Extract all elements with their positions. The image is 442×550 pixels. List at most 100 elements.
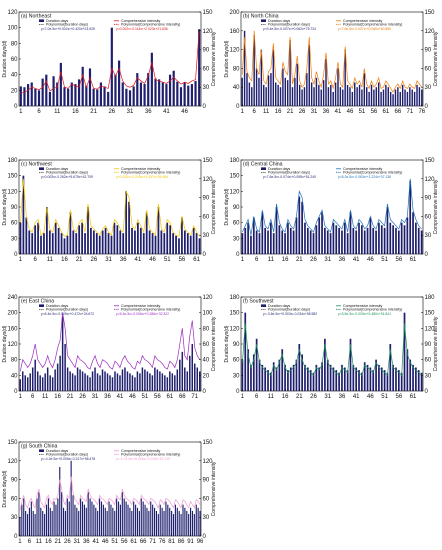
- x-tick-label: 16: [45, 539, 52, 545]
- bar: [329, 233, 332, 254]
- bar: [99, 375, 101, 391]
- y-right-tick-label: 120: [203, 29, 214, 35]
- y-right-tick-label: 150: [425, 10, 436, 16]
- bar: [270, 372, 272, 391]
- bar: [34, 514, 36, 536]
- bar: [19, 517, 21, 536]
- bar: [104, 507, 106, 536]
- bar: [394, 89, 397, 106]
- bar: [358, 222, 360, 254]
- bar: [98, 235, 101, 254]
- bar: [161, 82, 164, 106]
- duration-equation: y=0.003x³-0.262x²+5.675x+42.709: [41, 175, 93, 179]
- bar: [409, 87, 411, 106]
- bar: [194, 363, 196, 391]
- bar: [119, 375, 121, 391]
- x-tick-label: 31: [105, 257, 112, 263]
- bar: [243, 30, 246, 106]
- bar: [335, 225, 338, 254]
- legend-intensity: Comprehensive intensity: [343, 167, 383, 171]
- bar: [140, 498, 142, 536]
- bar: [70, 82, 73, 106]
- bar: [161, 373, 164, 391]
- bar: [250, 364, 252, 391]
- bar: [54, 222, 57, 254]
- bar: [72, 230, 75, 254]
- y-right-tick-label: 150: [203, 158, 214, 164]
- y-tick-label: 80: [233, 66, 240, 72]
- bar: [96, 373, 99, 391]
- y-tick-label: 60: [233, 221, 240, 227]
- bar: [64, 344, 66, 391]
- bar: [100, 501, 103, 536]
- bar: [49, 507, 51, 536]
- bar: [241, 233, 244, 254]
- intensity-equation: y=3.5e-5x³-0.003x²+0.480x+51.841: [338, 312, 391, 316]
- bar: [146, 371, 149, 391]
- bar: [171, 510, 173, 536]
- x-tick-label: 21: [287, 109, 294, 115]
- bar: [389, 91, 392, 106]
- bar: [66, 235, 69, 254]
- x-tick-label: 26: [64, 539, 71, 545]
- legend-duration-trend: Polynomial(Duration days): [268, 171, 310, 175]
- bar: [179, 87, 183, 106]
- bar: [382, 89, 385, 106]
- y-right-tick-label: 0: [203, 534, 207, 540]
- bar: [389, 344, 392, 391]
- bar: [71, 373, 74, 391]
- bar: [301, 201, 303, 254]
- plot-frame: [240, 11, 424, 107]
- bar: [321, 212, 323, 254]
- bar: [255, 230, 258, 254]
- bar: [289, 367, 292, 391]
- intensity-line: [241, 30, 423, 93]
- y-right-tick-label: 90: [425, 342, 432, 348]
- bar: [318, 217, 321, 254]
- bar: [292, 230, 295, 254]
- y-tick-label: 150: [229, 174, 240, 180]
- y-right-tick-label: 120: [203, 177, 214, 183]
- legend-bar-swatch: [39, 449, 44, 452]
- bar: [172, 70, 175, 106]
- y-right-tick-label: 120: [425, 29, 436, 35]
- y-right-tick-label: 90: [203, 48, 210, 54]
- bar: [138, 510, 140, 536]
- bar: [286, 80, 289, 106]
- bar: [76, 367, 79, 391]
- bar: [318, 84, 320, 106]
- bar: [29, 373, 31, 391]
- y-right-tick-label: 30: [203, 233, 210, 239]
- bar: [40, 235, 42, 254]
- x-tick-label: 26: [299, 109, 306, 115]
- bar: [183, 82, 186, 106]
- bar: [89, 498, 91, 536]
- y-tick-label: 0: [14, 389, 18, 395]
- x-tick-label: 16: [54, 394, 61, 400]
- bar: [275, 367, 278, 391]
- intensity-equation: y=7.6e-5x³-0.007x²+0.066x+60.889: [338, 27, 391, 31]
- bar: [84, 233, 86, 254]
- bar: [265, 87, 267, 106]
- bar: [107, 91, 110, 106]
- bar: [48, 230, 51, 254]
- bar: [404, 89, 406, 106]
- bar: [47, 498, 49, 536]
- bar: [279, 87, 282, 106]
- bar: [56, 82, 59, 106]
- legend-duration-trend: Polynomial(Duration days): [46, 453, 88, 457]
- bar: [104, 227, 107, 254]
- legend-intensity-trend: Polynomial(Comprehensive intensity): [121, 171, 180, 175]
- bar: [358, 84, 361, 106]
- y-right-tick-label: 30: [203, 85, 210, 91]
- legend-bar-swatch: [39, 167, 44, 170]
- bar: [178, 238, 180, 254]
- bar: [150, 501, 152, 536]
- bar: [189, 235, 192, 254]
- bar: [255, 338, 258, 391]
- bar: [134, 377, 136, 391]
- x-tick-label: 11: [268, 257, 275, 263]
- y-right-tick-label: 60: [203, 214, 210, 220]
- bar: [97, 510, 99, 536]
